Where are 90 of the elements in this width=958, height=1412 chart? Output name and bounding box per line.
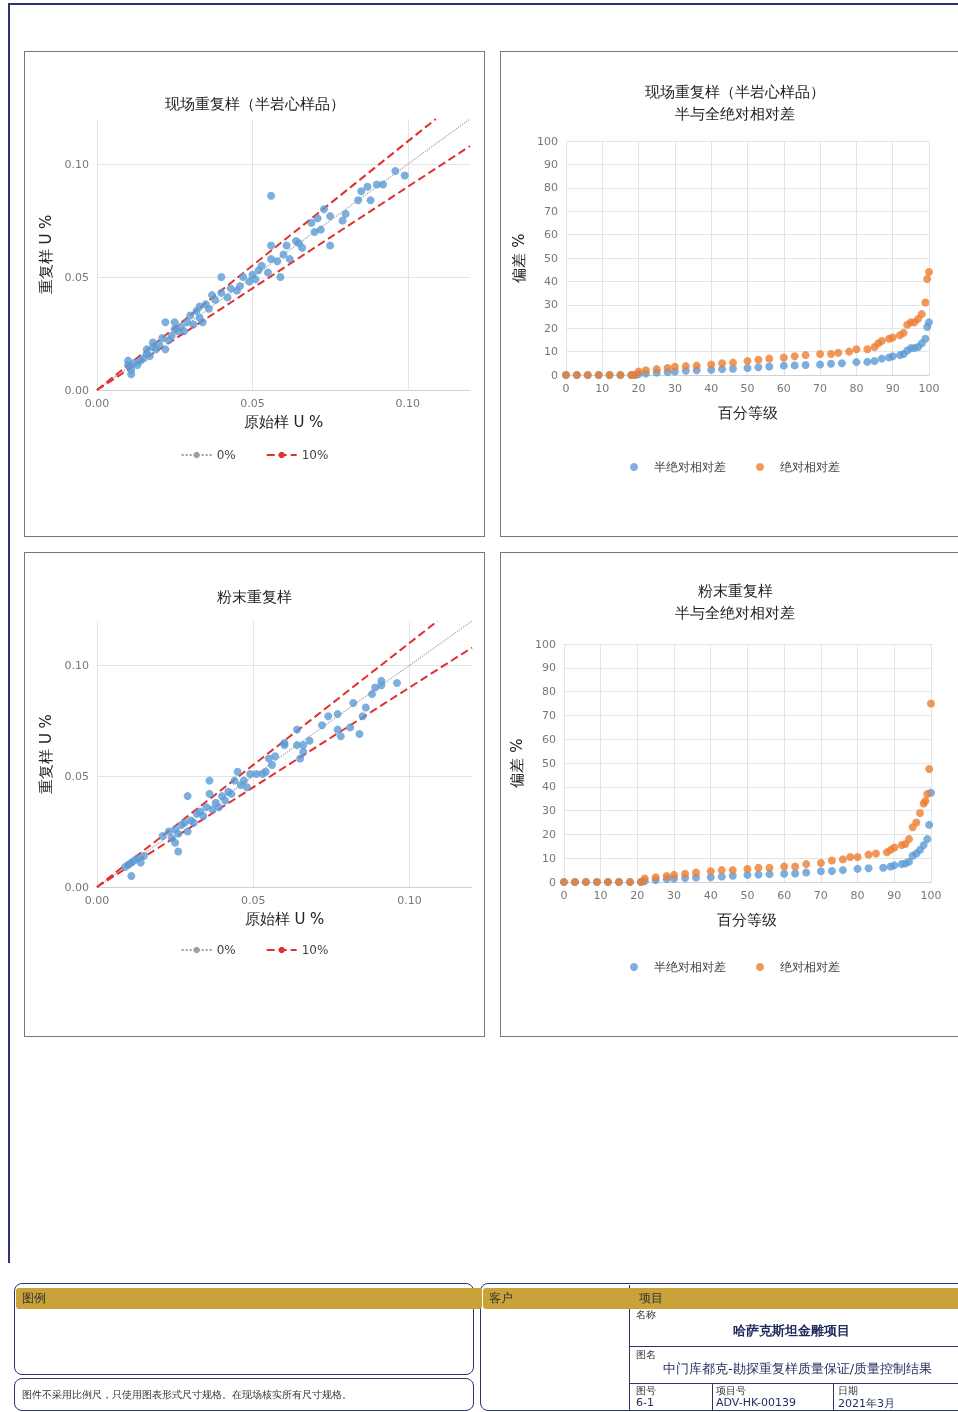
y-tick-label: 0.10	[64, 157, 89, 171]
y-tick-label: 80	[541, 685, 556, 699]
y-tick-label: 0	[548, 875, 556, 889]
x-axis-title: 原始样 U %	[244, 909, 325, 928]
legend-label: 绝对相对差	[780, 460, 840, 474]
x-tick-label: 0.05	[240, 397, 265, 410]
text: 2021年3月	[838, 1396, 895, 1411]
text: 项目号	[716, 1384, 746, 1398]
text: 名称	[636, 1308, 656, 1322]
y-tick-label: 0	[551, 368, 558, 382]
legend-label: 0%	[216, 448, 236, 462]
y-tick-label: 0.10	[64, 658, 89, 672]
legend-label: 10%	[301, 448, 329, 462]
x-tick-label: 100	[918, 382, 940, 395]
x-tick-label: 0.00	[84, 397, 110, 410]
legend-label: 绝对相对差	[780, 960, 840, 974]
chart-title: 粉末重复样	[697, 582, 773, 600]
text: 图件不采用比例尺，只使用图表形式尺寸规格。在现场核实所有尺寸规格。	[22, 1388, 352, 1402]
x-tick-label: 0.00	[84, 894, 110, 907]
legend-label: 10%	[301, 943, 329, 957]
legend-label: 半绝对相对差	[654, 460, 726, 474]
y-axis-title: 偏差 %	[507, 738, 526, 788]
chart-title: 现场重复样（半岩心样品）	[164, 95, 345, 113]
y-tick-label: 40	[544, 274, 558, 288]
x-tick-label: 40	[703, 889, 718, 902]
x-axis-title: 原始样 U %	[243, 412, 324, 431]
x-tick-label: 30	[667, 382, 682, 395]
y-axis-title: 重复样 U %	[37, 714, 56, 794]
legend-label: 半绝对相对差	[654, 960, 726, 974]
x-tick-label: 10	[593, 889, 608, 902]
x-tick-label: 70	[813, 889, 828, 902]
y-tick-label: 20	[544, 321, 558, 335]
x-tick-label: 50	[740, 382, 755, 395]
y-tick-label: 70	[541, 708, 556, 722]
text: 中门库都克-勘探重复样质量保证/质量控制结果	[663, 1360, 933, 1378]
y-axis-title: 偏差 %	[509, 233, 528, 283]
x-axis-title: 百分等级	[717, 910, 778, 929]
y-tick-label: 80	[544, 181, 558, 195]
y-tick-label: 90	[541, 661, 556, 675]
y-tick-label: 60	[541, 732, 556, 746]
x-tick-label: 70	[813, 382, 828, 395]
x-tick-label: 50	[740, 889, 755, 902]
y-tick-label: 50	[544, 251, 558, 265]
text: 日期	[838, 1384, 858, 1398]
x-tick-label: 0.10	[395, 397, 421, 410]
x-tick-label: 10	[595, 382, 610, 395]
chart-title: 现场重复样（半岩心样品）	[645, 83, 825, 101]
x-tick-label: 0.05	[241, 894, 266, 907]
x-tick-label: 20	[630, 889, 645, 902]
text: 图例	[16, 1288, 482, 1309]
text: 项目	[633, 1288, 958, 1309]
legend-label: 0%	[216, 943, 236, 957]
x-tick-label: 80	[849, 382, 864, 395]
x-tick-label: 30	[667, 889, 682, 902]
y-tick-label: 100	[534, 637, 556, 651]
x-tick-label: 0.10	[397, 894, 422, 907]
x-tick-label: 60	[776, 382, 791, 395]
y-tick-label: 20	[541, 827, 556, 841]
x-tick-label: 20	[631, 382, 646, 395]
x-tick-label: 60	[777, 889, 792, 902]
text: ADV-HK-00139	[716, 1396, 796, 1409]
chart-title: 粉末重复样	[217, 588, 292, 606]
chart-subtitle: 半与全绝对相对差	[675, 105, 795, 123]
y-tick-label: 10	[544, 345, 558, 359]
y-tick-label: 70	[544, 204, 558, 218]
y-tick-label: 40	[541, 780, 556, 794]
x-tick-label: 40	[704, 382, 719, 395]
x-tick-label: 0	[560, 889, 568, 902]
x-axis-title: 百分等级	[717, 403, 778, 422]
x-tick-label: 90	[887, 889, 902, 902]
y-tick-label: 90	[544, 157, 558, 171]
chart-subtitle: 半与全绝对相对差	[675, 604, 795, 622]
y-tick-label: 60	[544, 228, 558, 242]
x-tick-label: 0	[562, 382, 570, 395]
x-tick-label: 80	[850, 889, 865, 902]
y-tick-label: 10	[541, 851, 556, 865]
text: 图号	[636, 1384, 656, 1398]
text: 哈萨克斯坦金雕项目	[733, 1322, 850, 1340]
y-tick-label: 0.05	[64, 270, 89, 284]
text: 6-1	[636, 1396, 654, 1409]
x-tick-label: 100	[920, 889, 942, 902]
y-tick-label: 30	[544, 298, 558, 312]
y-tick-label: 100	[537, 134, 558, 148]
text: 客户	[483, 1288, 637, 1309]
y-axis-title: 重复样 U %	[37, 214, 56, 295]
y-tick-label: 50	[541, 756, 556, 770]
text: 图名	[636, 1348, 656, 1362]
x-tick-label: 90	[885, 382, 900, 395]
y-tick-label: 0.05	[64, 769, 89, 783]
y-tick-label: 30	[541, 804, 556, 818]
